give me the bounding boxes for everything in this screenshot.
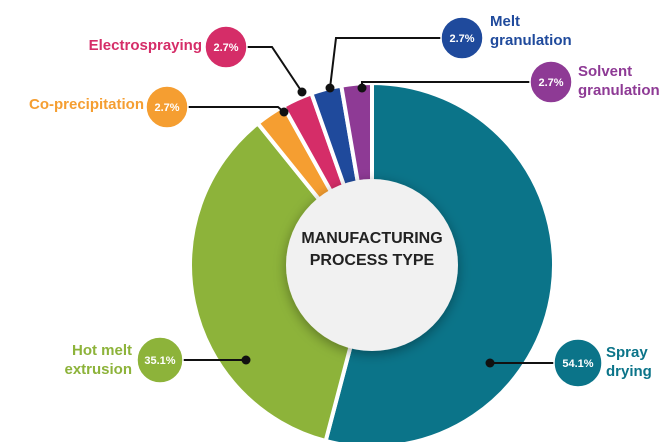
value-label: 35.1% [144, 355, 175, 367]
value-label: 54.1% [562, 358, 593, 370]
leader-dot [241, 355, 251, 365]
category-label: Solvent granulation [578, 63, 660, 99]
value-badge [529, 60, 573, 104]
value-badge [553, 338, 603, 388]
category-label: Spray drying [606, 344, 652, 380]
category-label: Hot melt extrusion [64, 342, 132, 378]
value-label: 2.7% [154, 102, 179, 114]
value-badge [440, 16, 484, 60]
leader-dot [325, 83, 335, 93]
leader-dot [485, 358, 495, 368]
leader-dot [357, 83, 367, 93]
value-badge [136, 336, 184, 384]
labels: 54.1% 35.1% 2.7% 2.7% 2.7% 2.7% [136, 16, 603, 388]
value-badge [204, 25, 248, 69]
leader-dot [279, 107, 289, 117]
value-label: 2.7% [449, 33, 474, 45]
category-label: Electrospraying [88, 37, 202, 54]
leader-line [329, 37, 462, 89]
value-label: 2.7% [213, 42, 238, 54]
value-label: 2.7% [538, 77, 563, 89]
center-disc [286, 179, 458, 351]
category-label: Melt granulation [490, 13, 572, 49]
category-label: Co-precipitation [29, 96, 144, 113]
value-badge [145, 85, 189, 129]
center-label: MANUFACTURING PROCESS TYPE [301, 230, 443, 269]
leader-dot [297, 87, 307, 97]
